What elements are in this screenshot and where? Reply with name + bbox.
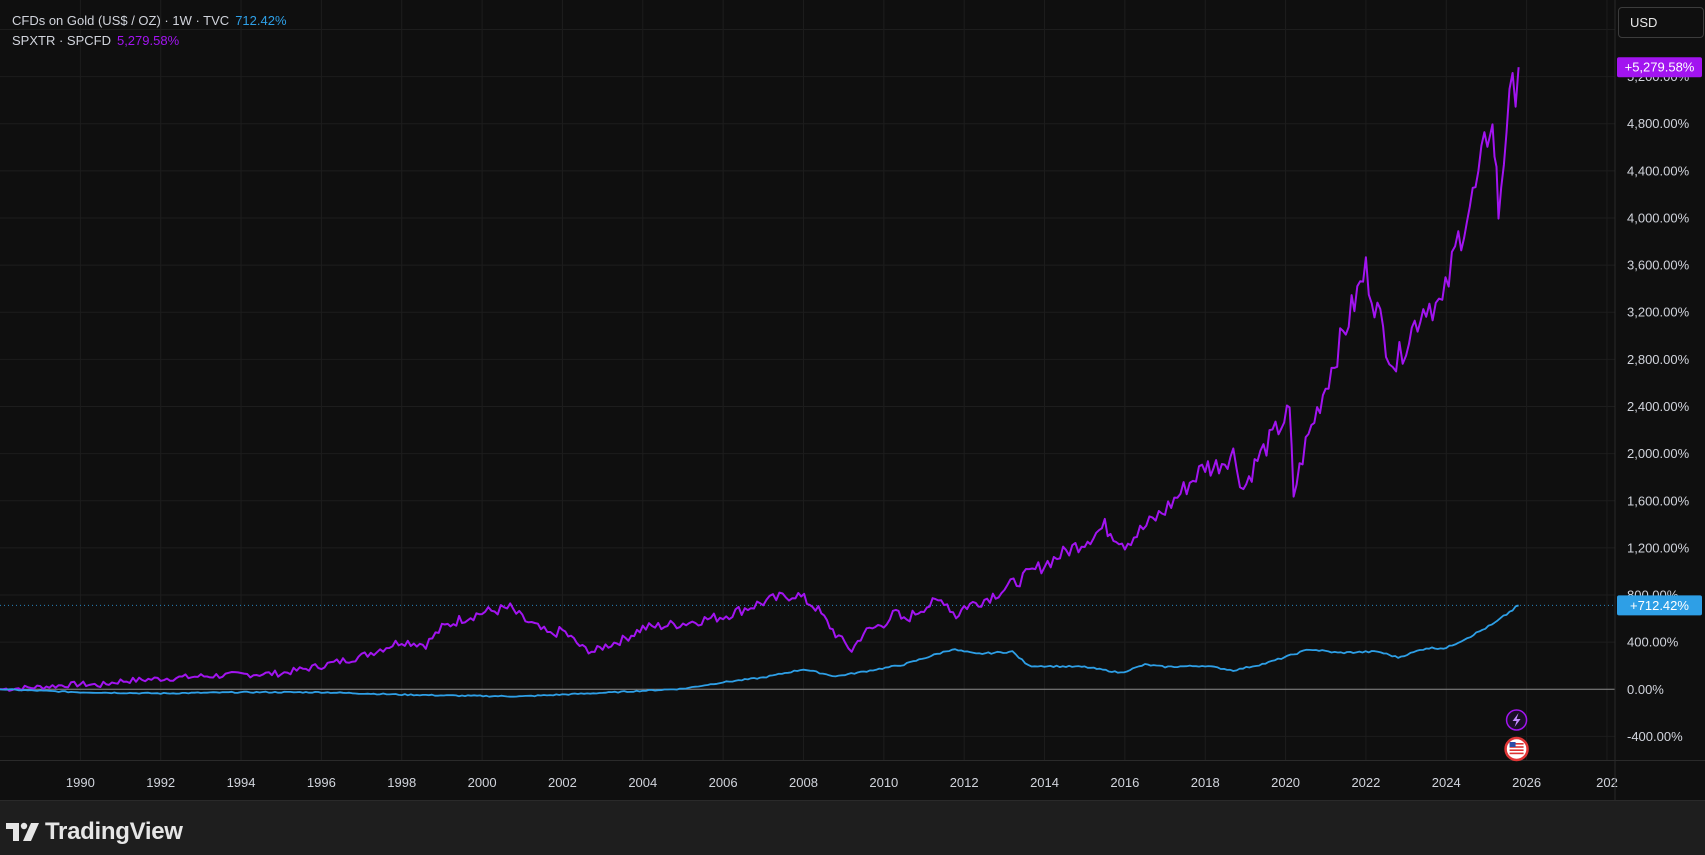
y-tick-label: 2,400.00% xyxy=(1627,399,1690,414)
currency-button[interactable]: USD xyxy=(1618,7,1704,38)
flag-stripe xyxy=(1509,746,1524,748)
flag-event-circle xyxy=(1504,736,1529,762)
x-tick-label: 1994 xyxy=(227,775,256,790)
legend-spx-label: SPXTR · SPCFD xyxy=(12,33,111,48)
y-tick-label: 3,200.00% xyxy=(1627,305,1690,320)
legend-spx-value: 5,279.58% xyxy=(116,33,180,48)
price-tag-label: +712.42% xyxy=(1630,598,1689,613)
y-tick-label: 1,200.00% xyxy=(1627,540,1690,555)
flag-stripe xyxy=(1509,743,1524,745)
plot-background xyxy=(0,0,1705,800)
x-tick-label: 2020 xyxy=(1271,775,1300,790)
chart-area[interactable]: -400.00% 0.00% 400.00% 800.00% 1,200.00% 1,60… xyxy=(0,0,1705,801)
legend-spx[interactable]: SPXTR · SPCFD 5,279.58% xyxy=(12,33,179,48)
x-tick-label: 2016 xyxy=(1110,775,1139,790)
brand-name: TradingView xyxy=(45,818,183,845)
tradingview-logo-icon xyxy=(6,822,39,841)
y-tick-label: 2,800.00% xyxy=(1627,352,1690,367)
y-tick-label: 2,000.00% xyxy=(1627,446,1690,461)
x-tick-label: 2022 xyxy=(1351,775,1380,790)
gold-series-line xyxy=(0,604,1519,698)
x-tick-label: 2014 xyxy=(1030,775,1059,790)
chart-canvas[interactable]: -400.00%0.00%400.00%800.00%1,200.00%1,60… xyxy=(0,0,1705,800)
lightning-glyph xyxy=(1512,713,1521,727)
flag-stripe xyxy=(1509,752,1524,755)
y-tick-label: 4,800.00% xyxy=(1627,116,1690,131)
x-tick-label: 2004 xyxy=(628,775,657,790)
x-tick-label: 2002 xyxy=(548,775,577,790)
y-tick-label: 3,600.00% xyxy=(1627,258,1690,273)
x-tick-label: 1996 xyxy=(307,775,336,790)
x-tick-label: 2010 xyxy=(869,775,898,790)
brand[interactable]: TradingView xyxy=(6,818,183,846)
legend-gold[interactable]: CFDs on Gold (US$ / OZ) · 1W · TVC 712.42… xyxy=(12,13,287,28)
x-tick-label: 2018 xyxy=(1191,775,1220,790)
gold-price-tag: +712.42% xyxy=(1617,595,1702,616)
spx-price-tag: +5,279.58% xyxy=(1617,57,1702,78)
y-tick-label: 0.00% xyxy=(1627,682,1664,697)
x-tick-label: 2000 xyxy=(468,775,497,790)
flag-stripe xyxy=(1509,749,1524,751)
price-tag-bg xyxy=(1617,57,1702,78)
us-flag-event-icon xyxy=(1504,736,1529,762)
price-tag-bg xyxy=(1617,595,1702,616)
y-tick-label: -400.00% xyxy=(1627,729,1683,744)
y-tick-label: 400.00% xyxy=(1627,635,1679,650)
x-tick-label: 2006 xyxy=(709,775,738,790)
flag-canton xyxy=(1509,742,1516,747)
y-tick-label: 4,000.00% xyxy=(1627,210,1690,225)
x-tick-label: 1998 xyxy=(387,775,416,790)
x-tick-label: 202 xyxy=(1596,775,1618,790)
footer-bar xyxy=(0,801,1705,855)
x-tick-label: 1990 xyxy=(66,775,95,790)
x-tick-label: 2008 xyxy=(789,775,818,790)
y-tick-label: 4,400.00% xyxy=(1627,163,1690,178)
x-tick-label: 2024 xyxy=(1432,775,1461,790)
legend-gold-label: CFDs on Gold (US$ / OZ) · 1W · TVC xyxy=(12,13,230,28)
spx-series-line xyxy=(0,67,1520,692)
x-tick-label: 2012 xyxy=(950,775,979,790)
lightning-event-icon xyxy=(1505,709,1528,731)
legend-gold-value: 712.42% xyxy=(235,13,287,28)
price-tag-label: +5,279.58% xyxy=(1625,60,1695,75)
x-tick-label: 1992 xyxy=(146,775,175,790)
x-tick-label: 2026 xyxy=(1512,775,1541,790)
y-tick-label: 1,600.00% xyxy=(1627,493,1690,508)
